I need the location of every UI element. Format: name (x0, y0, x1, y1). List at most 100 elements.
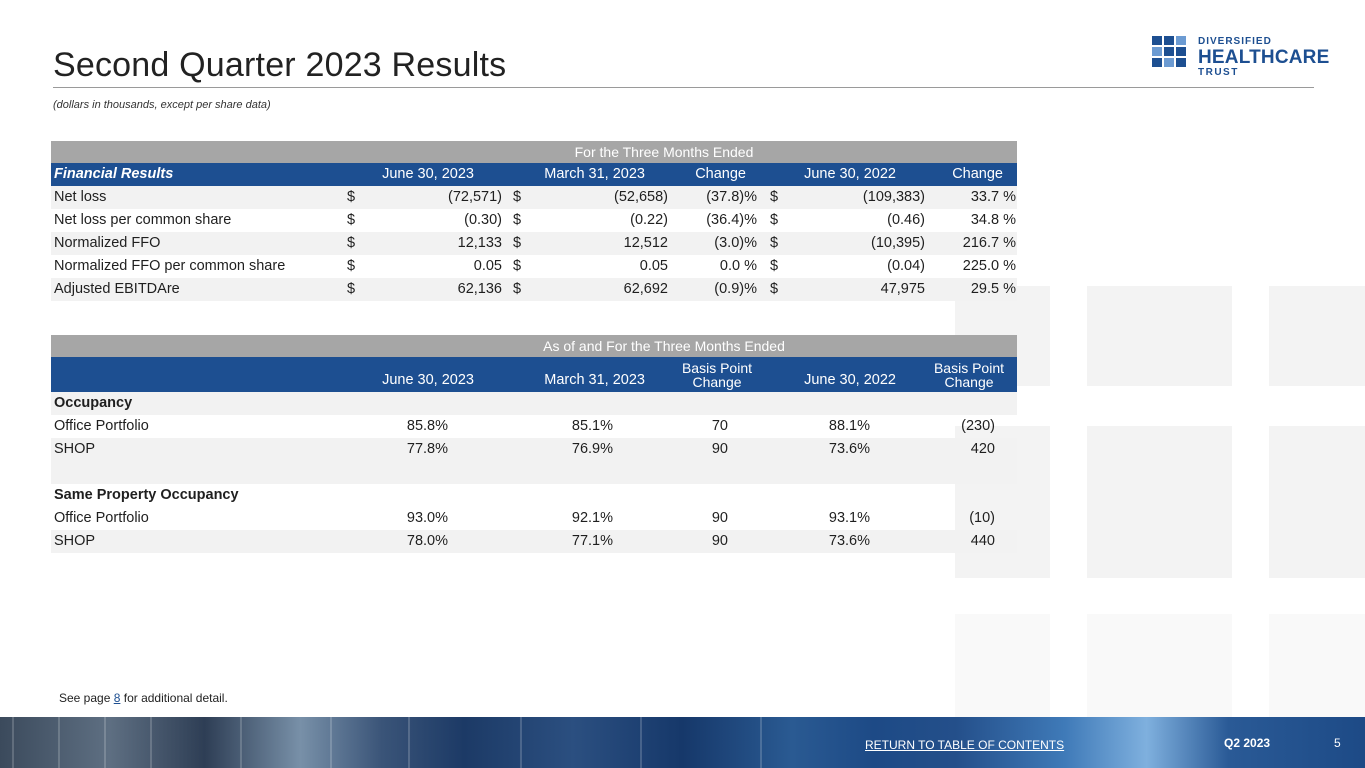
background-square (1087, 614, 1232, 718)
row-label: Normalized FFO per common share (54, 258, 286, 274)
change-vs-june-2022: 33.7 % (970, 189, 1016, 205)
change-vs-march: (36.4)% (706, 212, 757, 228)
change-vs-june-2022: 225.0 % (962, 258, 1016, 274)
currency-symbol: $ (347, 258, 356, 274)
bp-change-vs-june-2022: 420 (970, 441, 995, 457)
page-number: 5 (1334, 736, 1341, 750)
occ-june-2022: 73.6% (828, 533, 870, 549)
currency-symbol: $ (513, 235, 522, 251)
section-heading: Same Property Occupancy (54, 487, 239, 503)
change-vs-march: (0.9)% (714, 281, 757, 297)
footer-stripe (58, 717, 60, 768)
value-june-2023: 12,133 (457, 235, 502, 251)
units-note: (dollars in thousands, except per share … (53, 99, 271, 111)
return-to-toc-link[interactable]: RETURN TO TABLE OF CONTENTS (865, 738, 1065, 752)
row-label: Adjusted EBITDAre (54, 281, 180, 297)
currency-symbol: $ (770, 281, 779, 297)
table-row: Normalized FFO $12,133 $12,512 (3.0)% $ (10,3… (51, 232, 1017, 255)
occ-june-2022: 73.6% (828, 441, 870, 457)
page-8-link[interactable]: 8 (113, 691, 121, 705)
logo-line-1: DIVERSIFIED (1198, 36, 1272, 47)
occ-june-2023: 85.8% (406, 418, 448, 434)
page-title: Second Quarter 2023 Results (53, 46, 507, 84)
occ-header-june-2023: June 30, 2023 (382, 372, 474, 388)
row-label: Office Portfolio (54, 510, 149, 526)
occ-header-bp-change-2-line1: Basis Point (933, 360, 1005, 376)
value-june-2023: 62,136 (457, 281, 502, 297)
value-june-2022: (0.04) (887, 258, 925, 274)
background-square (1087, 286, 1232, 386)
occ-june-2022: 93.1% (828, 510, 870, 526)
currency-symbol: $ (347, 235, 356, 251)
occ-header-bp-change-1-line2: Change (692, 374, 742, 390)
occ-header-bp-change-1-line1: Basis Point (681, 360, 753, 376)
row-label: Net loss per common share (54, 212, 232, 228)
occupancy-header-row: June 30, 2023 March 31, 2023 Basis Point… (51, 357, 1017, 392)
value-june-2023: 0.05 (473, 258, 502, 274)
bp-change-vs-june-2022: (10) (969, 510, 995, 526)
currency-symbol: $ (347, 212, 356, 228)
occ-june-2023: 77.8% (406, 441, 448, 457)
currency-symbol: $ (770, 258, 779, 274)
background-square (1087, 426, 1232, 578)
header-change-1: Change (695, 166, 746, 182)
occupancy-period-band: As of and For the Three Months Ended (51, 335, 1017, 357)
occ-march-2023: 76.9% (571, 441, 613, 457)
footnote-text-before: See page (59, 691, 114, 705)
footer-stripe (104, 717, 106, 768)
footer-stripe (760, 717, 762, 768)
financial-results-table: For the Three Months Ended Financial Res… (51, 141, 1017, 301)
bp-change-vs-march: 90 (711, 510, 728, 526)
currency-symbol: $ (513, 212, 522, 228)
value-june-2022: (0.46) (887, 212, 925, 228)
occ-header-bp-change-2: Basis Point Change (921, 361, 1017, 389)
occ-june-2023: 78.0% (406, 533, 448, 549)
table-row: Normalized FFO per common share $0.05 $0.0… (51, 255, 1017, 278)
bp-change-vs-march: 90 (711, 533, 728, 549)
section-heading: Occupancy (54, 395, 133, 411)
change-vs-march: (3.0)% (714, 235, 757, 251)
footnote-text-after: for additional detail. (120, 691, 228, 705)
quarter-label: Q2 2023 (1224, 736, 1271, 750)
background-square (1269, 286, 1365, 386)
currency-symbol: $ (513, 281, 522, 297)
value-june-2023: (0.30) (464, 212, 502, 228)
table-row: Adjusted EBITDAre $62,136 $62,692 (0.9)% $47… (51, 278, 1017, 301)
currency-symbol: $ (347, 189, 356, 205)
value-march-2023: (0.22) (630, 212, 668, 228)
value-june-2023: (72,571) (447, 189, 502, 205)
footer-stripe (520, 717, 522, 768)
footnote: See page 8 for additional detail. (59, 691, 228, 705)
currency-symbol: $ (513, 258, 522, 274)
financial-results-heading: Financial Results (54, 166, 174, 182)
table-row: Net loss $ (72,571) $ (52,658) (37.8)% $ (109,3… (51, 186, 1017, 209)
logo-line-3: TRUST (1198, 67, 1239, 78)
value-march-2023: 62,692 (623, 281, 668, 297)
header-june-2022: June 30, 2022 (804, 166, 896, 182)
value-march-2023: 0.05 (639, 258, 668, 274)
footer-stripe (240, 717, 242, 768)
currency-symbol: $ (347, 281, 356, 297)
occ-header-march-2023: March 31, 2023 (544, 372, 645, 388)
spacer-row (51, 461, 1017, 484)
footer-stripe (12, 717, 14, 768)
row-label: SHOP (54, 441, 96, 457)
bp-change-vs-march: 70 (711, 418, 728, 434)
financial-header-row: Financial Results June 30, 2023 March 31… (51, 163, 1017, 186)
occ-june-2023: 93.0% (406, 510, 448, 526)
change-vs-june-2022: 29.5 % (970, 281, 1016, 297)
value-march-2023: 12,512 (623, 235, 668, 251)
footer-stripe (640, 717, 642, 768)
company-logo: DIVERSIFIED HEALTHCARE TRUST (1152, 36, 1329, 78)
occ-june-2022: 88.1% (828, 418, 870, 434)
value-march-2023: (52,658) (613, 189, 668, 205)
header-change-2: Change (952, 166, 1003, 182)
logo-line-2: HEALTHCARE (1198, 47, 1330, 68)
change-vs-march: (37.8)% (706, 189, 757, 205)
currency-symbol: $ (770, 189, 779, 205)
occ-header-bp-change-1: Basis Point Change (657, 361, 777, 389)
value-june-2022: (109,383) (862, 189, 925, 205)
value-june-2022: (10,395) (870, 235, 925, 251)
occ-march-2023: 92.1% (571, 510, 613, 526)
footer-stripe (150, 717, 152, 768)
